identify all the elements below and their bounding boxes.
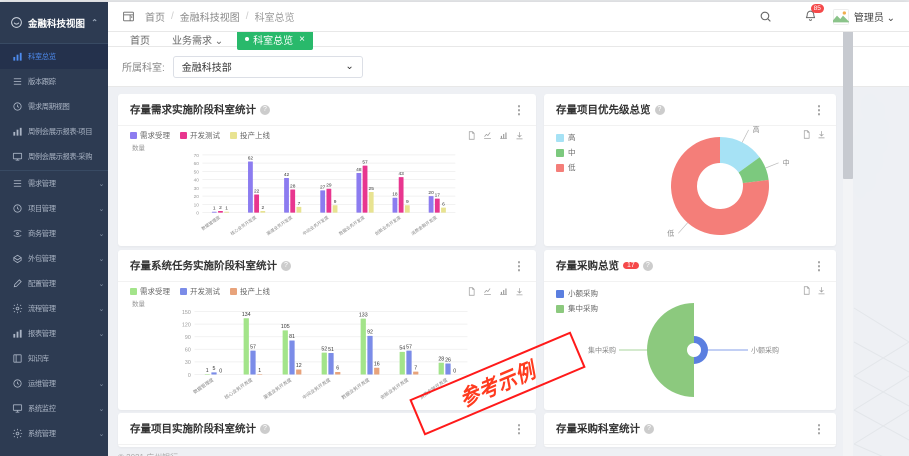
svg-text:中间业务开发度: 中间业务开发度 [301,214,330,236]
svg-text:28: 28 [290,183,296,189]
svg-text:50: 50 [194,169,200,175]
svg-text:16: 16 [374,362,380,368]
svg-text:17: 17 [435,193,441,199]
svg-text:1: 1 [213,206,216,212]
svg-text:60: 60 [185,348,191,354]
svg-text:133: 133 [359,312,368,318]
svg-text:20: 20 [428,190,434,196]
svg-text:2: 2 [219,205,222,211]
svg-text:中: 中 [783,158,790,167]
svg-text:小额采购: 小额采购 [751,346,779,355]
svg-text:数据管理度: 数据管理度 [200,214,222,233]
svg-text:90: 90 [185,335,191,341]
svg-text:20: 20 [194,194,200,200]
svg-text:0: 0 [453,368,456,374]
svg-text:9: 9 [334,199,337,205]
svg-text:低: 低 [667,228,674,237]
svg-text:数据业务开发度: 数据业务开发度 [337,214,366,236]
svg-text:57: 57 [250,344,256,350]
svg-text:1: 1 [206,368,209,374]
svg-text:7: 7 [298,201,301,207]
svg-text:25: 25 [369,186,375,192]
svg-text:中间业务开发度: 中间业务开发度 [301,376,332,400]
svg-text:12: 12 [296,363,302,369]
svg-text:6: 6 [442,202,445,208]
svg-text:7: 7 [414,365,417,371]
svg-text:51: 51 [328,347,334,353]
svg-text:渠道业务开发度: 渠道业务开发度 [262,376,293,400]
svg-text:0: 0 [219,368,222,374]
svg-text:核心业务开发度: 核心业务开发度 [229,214,258,236]
svg-text:57: 57 [362,160,368,166]
svg-text:5: 5 [213,366,216,372]
svg-text:创新业务开发度: 创新业务开发度 [379,376,410,400]
svg-text:48: 48 [356,167,362,173]
svg-text:57: 57 [406,344,412,350]
svg-text:30: 30 [185,360,191,366]
svg-text:40: 40 [194,178,200,184]
svg-text:消费金融开发度: 消费金融开发度 [410,214,439,236]
svg-text:27: 27 [320,184,326,190]
svg-text:62: 62 [248,155,254,161]
svg-text:92: 92 [367,330,373,336]
svg-text:105: 105 [281,324,290,330]
svg-text:134: 134 [242,312,251,318]
svg-text:核心业务开发度: 核心业务开发度 [223,376,254,400]
svg-text:28: 28 [438,356,444,362]
svg-text:26: 26 [445,357,451,363]
svg-text:高: 高 [753,125,760,134]
svg-text:10: 10 [194,202,200,208]
svg-text:42: 42 [284,172,290,178]
svg-text:9: 9 [406,199,409,205]
svg-text:120: 120 [182,322,191,328]
svg-text:集中采购: 集中采购 [588,346,616,355]
svg-text:29: 29 [326,183,332,189]
svg-text:60: 60 [194,161,200,167]
svg-text:54: 54 [399,346,405,352]
svg-text:2: 2 [261,205,264,211]
svg-text:1: 1 [225,206,228,212]
svg-text:数据业务开发度: 数据业务开发度 [340,376,371,400]
svg-text:创新业务开发度: 创新业务开发度 [373,214,402,236]
svg-text:81: 81 [289,334,295,340]
svg-text:6: 6 [336,366,339,372]
svg-text:0: 0 [196,211,199,217]
svg-text:渠道业务开发度: 渠道业务开发度 [265,214,294,236]
svg-text:52: 52 [321,346,327,352]
svg-text:70: 70 [194,153,200,159]
svg-text:43: 43 [398,171,404,177]
svg-text:0: 0 [188,373,191,379]
svg-text:1: 1 [258,368,261,374]
svg-text:数据管理度: 数据管理度 [192,376,216,395]
svg-text:150: 150 [182,310,191,316]
svg-text:30: 30 [194,186,200,192]
svg-text:18: 18 [392,192,398,198]
svg-text:22: 22 [254,188,260,194]
